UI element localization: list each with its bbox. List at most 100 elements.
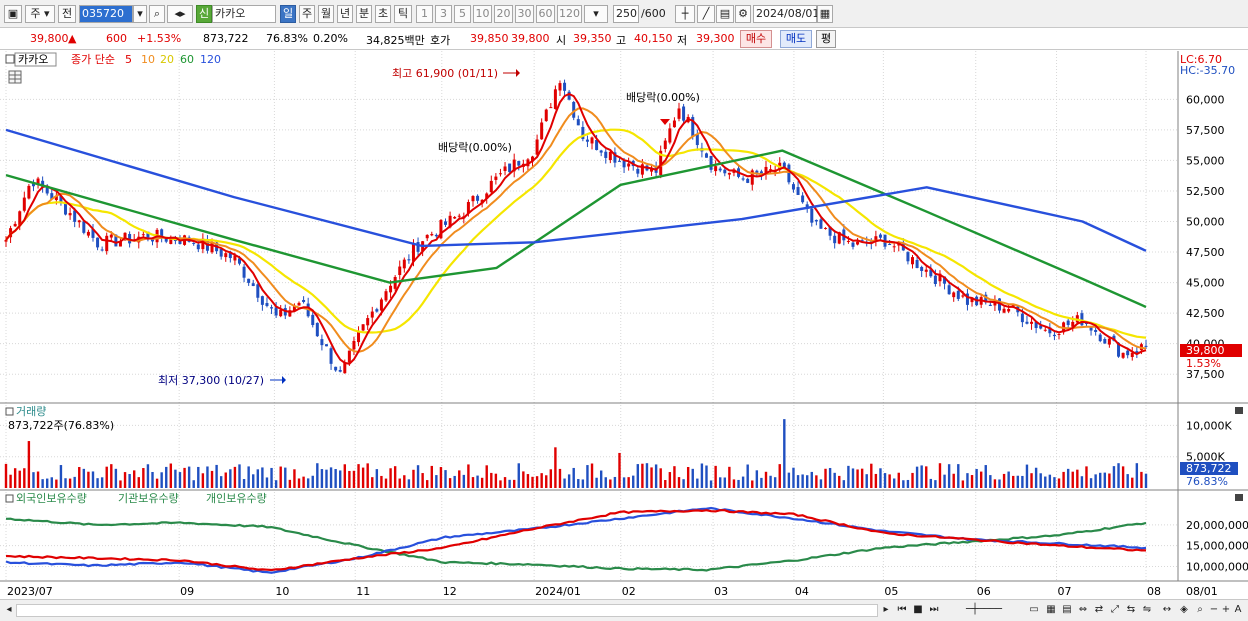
candle-body xyxy=(1025,321,1029,324)
avg-button[interactable]: 평 xyxy=(816,30,836,48)
tab-month[interactable]: 월 xyxy=(318,5,334,23)
period-select[interactable]: 주 ▾ xyxy=(25,5,55,23)
volume-bar xyxy=(412,469,415,488)
grid-icon[interactable]: ▦ xyxy=(1046,604,1056,615)
candle-body xyxy=(682,106,686,121)
candle-body xyxy=(160,229,164,239)
volume-bar xyxy=(979,471,983,488)
candle-body xyxy=(1071,321,1075,327)
scroll-left-icon[interactable]: ◂ xyxy=(6,604,12,615)
chart-type-icon[interactable]: ▭ xyxy=(1029,604,1039,615)
save-icon[interactable]: ▤ xyxy=(716,5,734,23)
count-input[interactable]: 250 xyxy=(613,5,639,23)
candle-body xyxy=(292,305,296,311)
stock-chart[interactable]: 37,50040,00042,50045,00047,50050,00052,5… xyxy=(0,51,1248,599)
search-icon[interactable]: ⌕ xyxy=(1197,604,1203,615)
table-view-icon[interactable]: ▤ xyxy=(1062,604,1072,615)
volume-bar xyxy=(883,473,887,488)
candle-body xyxy=(109,234,113,238)
sell-button[interactable]: 매도 xyxy=(780,30,812,48)
candle-body xyxy=(851,242,855,247)
volume-panel-close-icon[interactable] xyxy=(1235,407,1243,414)
volume-panel-menu-icon[interactable] xyxy=(5,407,14,416)
volume-bar xyxy=(943,474,946,488)
volume-bar xyxy=(1071,471,1074,488)
candle-body xyxy=(933,275,937,284)
volume-bars xyxy=(4,419,1148,488)
draw-icon[interactable]: ╱ xyxy=(697,5,715,23)
tab-day[interactable]: 일 xyxy=(280,5,296,23)
candle-body xyxy=(590,137,594,144)
tab-week[interactable]: 주 xyxy=(299,5,315,23)
volume-bar xyxy=(783,419,786,488)
range-10[interactable]: 10 xyxy=(473,5,492,23)
link-icon[interactable]: ⇄ xyxy=(1094,604,1104,615)
expand-icon[interactable]: ⤢ xyxy=(1111,604,1119,615)
split-icon[interactable]: ⇔ xyxy=(1078,604,1088,615)
buy-button[interactable]: 매수 xyxy=(740,30,772,48)
range-3[interactable]: 3 xyxy=(435,5,452,23)
candle-body xyxy=(878,234,882,238)
arrows-icon[interactable]: ↔ xyxy=(1162,604,1172,615)
range-5[interactable]: 5 xyxy=(454,5,471,23)
volume-bar xyxy=(888,474,891,488)
volume-bar xyxy=(110,464,113,488)
volume-bar xyxy=(673,466,676,488)
font-size-icon[interactable]: A xyxy=(1234,604,1242,615)
tab-second[interactable]: 초 xyxy=(375,5,391,23)
scroll-right-icon[interactable]: ▸ xyxy=(883,604,889,615)
volume-bar xyxy=(952,473,955,488)
range-30[interactable]: 30 xyxy=(515,5,534,23)
volume-bar xyxy=(499,480,502,488)
holdings-panel-close-icon[interactable] xyxy=(1235,494,1243,501)
volume-bar xyxy=(41,479,44,488)
range-1[interactable]: 1 xyxy=(416,5,433,23)
range-120[interactable]: 120 xyxy=(557,5,582,23)
volume-bar xyxy=(201,473,205,488)
period-select-value: 주 xyxy=(30,7,41,20)
candle-icon[interactable]: ┼ xyxy=(675,5,695,23)
jump-start-icon[interactable]: ⏮ xyxy=(897,604,907,615)
code-dropdown-icon[interactable]: ▾ xyxy=(133,5,147,23)
range-dropdown-icon[interactable]: ▾ xyxy=(584,5,608,23)
candle-body xyxy=(489,180,493,193)
window-icon[interactable]: ▣ xyxy=(4,5,22,23)
zoom-slider[interactable]: ─┼──── xyxy=(965,604,1003,615)
candle-body xyxy=(105,235,109,252)
stop-icon[interactable]: ■ xyxy=(913,604,923,615)
volume-bar xyxy=(737,479,740,488)
tab-minute[interactable]: 분 xyxy=(356,5,372,23)
candle-body xyxy=(73,210,77,222)
speaker-icon[interactable]: ◂▸ xyxy=(167,5,193,23)
gear-icon[interactable]: ⚙ xyxy=(735,5,751,23)
calendar-icon[interactable]: ▦ xyxy=(817,5,833,23)
jump-end-icon[interactable]: ⏭ xyxy=(929,604,939,615)
volume-bar xyxy=(215,464,218,488)
stock-name-field[interactable]: 카카오 xyxy=(212,5,276,23)
tab-tick[interactable]: 틱 xyxy=(394,5,412,23)
panel-menu-icon[interactable] xyxy=(5,54,15,64)
zoom-in-icon[interactable]: + xyxy=(1221,604,1231,615)
tab-year[interactable]: 년 xyxy=(337,5,353,23)
candle-body xyxy=(1103,339,1107,344)
sync-icon[interactable]: ⇆ xyxy=(1126,604,1136,615)
pointer-icon[interactable]: ◈ xyxy=(1180,604,1188,615)
range-60[interactable]: 60 xyxy=(536,5,555,23)
low-price: 39,300 xyxy=(696,32,735,45)
holdings-panel-menu-icon[interactable] xyxy=(5,494,14,503)
candle-body xyxy=(324,344,328,347)
candle-body xyxy=(228,251,232,259)
stock-code-input[interactable]: 035720 xyxy=(79,5,133,23)
compare-icon[interactable]: ⇋ xyxy=(1142,604,1152,615)
zoom-out-icon[interactable]: − xyxy=(1209,604,1219,615)
scroll-track[interactable] xyxy=(16,604,878,617)
volume-bar xyxy=(686,467,690,488)
range-20[interactable]: 20 xyxy=(494,5,513,23)
prev-button[interactable]: 전 xyxy=(58,5,76,23)
candle-body xyxy=(141,234,145,236)
volume-bar xyxy=(970,475,974,488)
search-icon[interactable]: ⌕ xyxy=(149,5,165,23)
chart-scrollbar[interactable]: ◂ ▸ ⏮ ■ ⏭ ─┼──── ▭ ▦ ▤ ⇔ ⇄ ⤢ ⇆ ⇋ ↔ ◈ ⌕ −… xyxy=(0,599,1248,621)
date-input[interactable]: 2024/08/01 xyxy=(753,5,819,23)
candle-body xyxy=(508,163,512,173)
